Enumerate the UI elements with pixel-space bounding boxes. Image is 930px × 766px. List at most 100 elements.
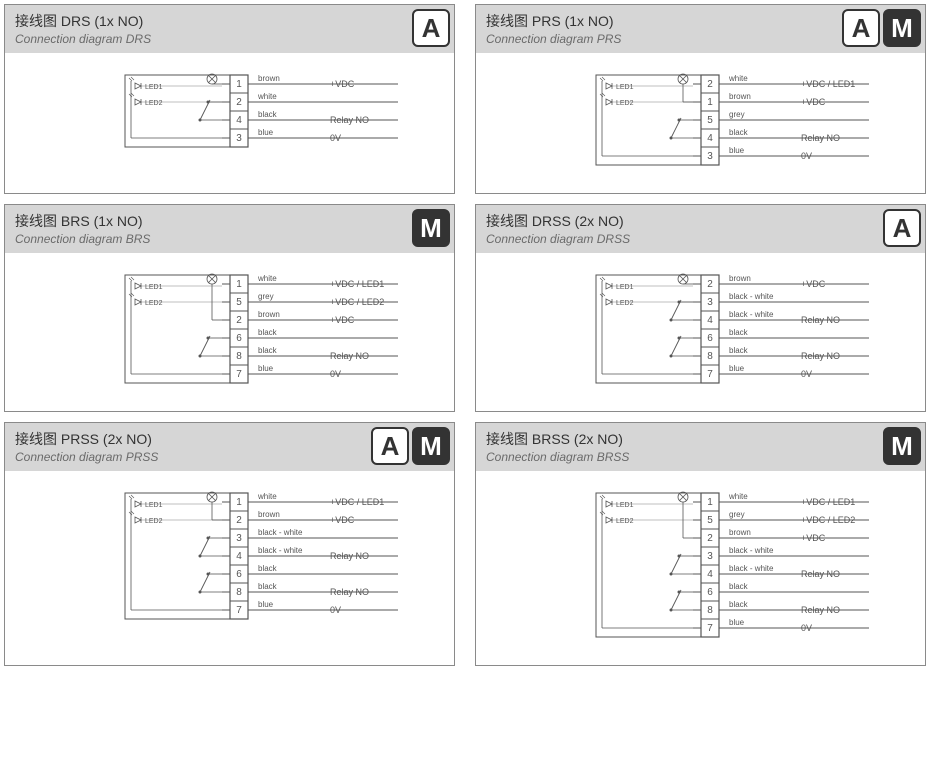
pin-number: 8	[236, 587, 242, 598]
badge-m: M	[412, 427, 450, 465]
wire-color: black	[729, 600, 749, 609]
wire-function: +VDC / LED1	[330, 497, 384, 507]
connection-diagram-svg: 1 white +VDC / LED1 2 brown +VDC 3 black - whit…	[30, 479, 430, 633]
wire-color: brown	[729, 528, 751, 537]
pin-number: 7	[707, 369, 713, 380]
badge-a: A	[412, 9, 450, 47]
pin-number: 7	[707, 623, 713, 634]
led-label: LED1	[145, 284, 163, 291]
wire-color: black	[729, 128, 749, 137]
title-en: Connection diagram BRS	[15, 232, 444, 246]
pin-number: 3	[707, 551, 713, 562]
badge-group: AM	[842, 9, 921, 47]
wire-function: +VDC / LED1	[330, 279, 384, 289]
pin-number: 5	[236, 297, 242, 308]
wire-function: Relay NO	[330, 115, 369, 125]
pin-number: 3	[236, 133, 242, 144]
wire-color: white	[257, 274, 277, 283]
card-body: 2white+VDC / LED11brown+VDC5grey4blackRe…	[476, 53, 925, 193]
wire-color: brown	[258, 74, 280, 83]
connection-diagram-svg: 1brown+VDC2white4blackRelay NO3blue0VLED…	[30, 61, 430, 161]
wire-color: black	[258, 328, 278, 337]
wire-color: white	[728, 492, 748, 501]
badge-a: A	[883, 209, 921, 247]
led-label: LED2	[616, 518, 634, 525]
wire-color: black	[258, 346, 278, 355]
wire-function: +VDC / LED2	[330, 297, 384, 307]
pin-number: 6	[236, 569, 242, 580]
wire-function: 0V	[801, 623, 812, 633]
led-label: LED2	[145, 100, 163, 107]
led-label: LED2	[145, 300, 163, 307]
card-body: 2brown+VDC3black - white4black - whiteRe…	[476, 253, 925, 411]
card-body: 1white+VDC / LED15grey+VDC / LED22brown+…	[476, 471, 925, 665]
title-en: Connection diagram DRSS	[486, 232, 915, 246]
wire-color: black	[258, 564, 278, 573]
badge-group: M	[412, 209, 450, 247]
diagram-card-prss: 接线图 PRSS (2x NO)Connection diagram PRSSA…	[4, 422, 455, 666]
connection-diagram-svg: 2white+VDC / LED11brown+VDC5grey4blackRe…	[501, 61, 901, 179]
wire-function: Relay NO	[330, 351, 369, 361]
pin-number: 6	[707, 587, 713, 598]
connection-diagram-svg: 1white+VDC / LED15grey+VDC / LED22brown+…	[30, 261, 430, 397]
diagram-card-drs: 接线图 DRS (1x NO)Connection diagram DRSA 1 b…	[4, 4, 455, 194]
card-header: 接线图 BRSS (2x NO)Connection diagram BRSSM	[476, 423, 925, 471]
pin-number: 7	[236, 605, 242, 616]
pin-number: 2	[236, 315, 242, 326]
wire-color: black - white	[729, 310, 774, 319]
badge-group: AM	[371, 427, 450, 465]
led-label: LED2	[616, 300, 634, 307]
title-cn: 接线图 BRSS (2x NO)	[486, 429, 915, 449]
wire-function: Relay NO	[801, 351, 840, 361]
wire-color: brown	[729, 274, 751, 283]
wire-color: black	[258, 582, 278, 591]
title-en: Connection diagram DRS	[15, 32, 444, 46]
wire-function: +VDC	[330, 515, 355, 525]
wire-function: Relay NO	[801, 605, 840, 615]
card-header: 接线图 BRS (1x NO)Connection diagram BRSM	[5, 205, 454, 253]
pin-number: 8	[236, 351, 242, 362]
wire-function: +VDC	[330, 79, 355, 89]
badge-group: A	[412, 9, 450, 47]
badge-m: M	[412, 209, 450, 247]
pin-number: 1	[236, 497, 242, 508]
wire-color: black	[729, 346, 749, 355]
wire-function: 0V	[330, 133, 341, 143]
pin-number: 3	[236, 533, 242, 544]
led-label: LED1	[616, 284, 634, 291]
wire-color: grey	[729, 510, 745, 519]
wire-function: +VDC	[801, 533, 826, 543]
wire-function: 0V	[330, 369, 341, 379]
pin-number: 7	[236, 369, 242, 380]
badge-a: A	[842, 9, 880, 47]
title-cn: 接线图 DRS (1x NO)	[15, 11, 444, 31]
pin-number: 1	[707, 497, 713, 508]
pin-number: 6	[236, 333, 242, 344]
diagram-card-brs: 接线图 BRS (1x NO)Connection diagram BRSM 1 w…	[4, 204, 455, 412]
title-cn: 接线图 BRS (1x NO)	[15, 211, 444, 231]
wire-function: Relay NO	[801, 315, 840, 325]
wire-color: brown	[258, 310, 280, 319]
pin-number: 4	[707, 133, 713, 144]
pin-number: 8	[707, 605, 713, 616]
led-label: LED1	[145, 502, 163, 509]
wire-function: Relay NO	[801, 569, 840, 579]
led-label: LED2	[145, 518, 163, 525]
card-header: 接线图 PRSS (2x NO)Connection diagram PRSSA…	[5, 423, 454, 471]
wire-color: brown	[729, 92, 751, 101]
pin-number: 5	[707, 115, 713, 126]
wire-color: black - white	[258, 528, 303, 537]
pin-number: 6	[707, 333, 713, 344]
pin-number: 2	[707, 533, 713, 544]
connection-diagram-svg: 2brown+VDC3black - white4black - whiteRe…	[501, 261, 901, 397]
wire-color: white	[257, 492, 277, 501]
wire-color: black - white	[729, 292, 774, 301]
badge-m: M	[883, 427, 921, 465]
pin-number: 1	[236, 79, 242, 90]
wire-color: brown	[258, 510, 280, 519]
pin-number: 2	[236, 515, 242, 526]
badge-a: A	[371, 427, 409, 465]
pin-number: 1	[236, 279, 242, 290]
pin-number: 3	[707, 297, 713, 308]
pin-number: 2	[236, 97, 242, 108]
